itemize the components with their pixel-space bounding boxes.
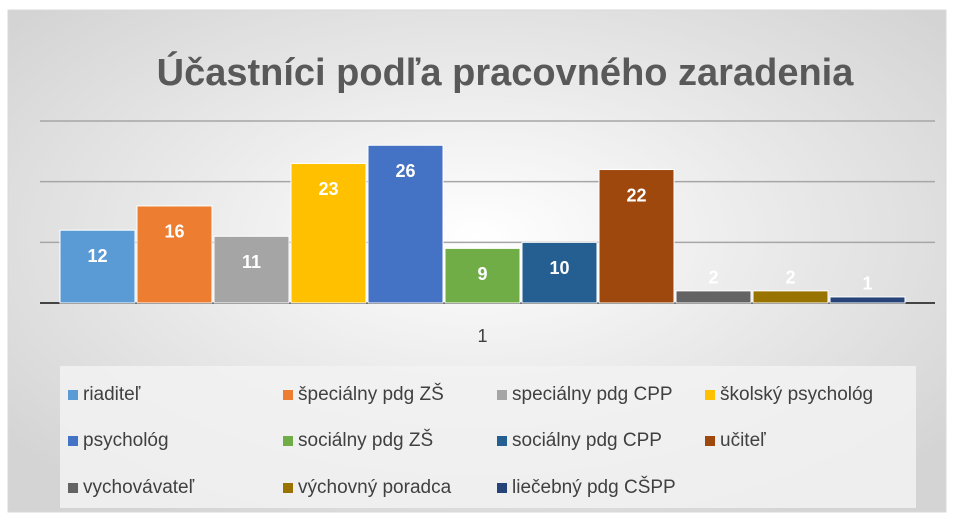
data-label: 16 bbox=[164, 222, 184, 242]
legend-label: liečebný pdg CŠPP bbox=[512, 476, 676, 498]
bar bbox=[829, 296, 906, 304]
legend-label: riaditeľ bbox=[83, 384, 141, 405]
legend-label: špeciálny pdg ZŠ bbox=[298, 383, 444, 405]
legend-label: výchovný poradca bbox=[298, 477, 452, 498]
legend-background bbox=[60, 366, 916, 508]
bar bbox=[521, 241, 598, 304]
legend-swatch bbox=[68, 390, 78, 400]
bar bbox=[367, 144, 444, 304]
legend-swatch bbox=[705, 436, 715, 446]
bar bbox=[752, 290, 829, 304]
data-label: 11 bbox=[242, 252, 261, 272]
data-label: 23 bbox=[318, 179, 338, 199]
legend-label: školský psychológ bbox=[720, 384, 873, 405]
legend-swatch bbox=[497, 483, 507, 493]
bar bbox=[290, 162, 367, 304]
legend-swatch bbox=[497, 390, 507, 400]
legend-label: speciálny pdg CPP bbox=[512, 384, 673, 405]
bar bbox=[598, 169, 675, 304]
legend-label: učiteľ bbox=[720, 430, 766, 451]
data-label: 22 bbox=[626, 185, 646, 205]
legend-swatch bbox=[497, 436, 507, 446]
legend-label: psychológ bbox=[83, 430, 169, 451]
bar bbox=[59, 229, 136, 304]
data-label: 2 bbox=[708, 268, 718, 288]
bar bbox=[675, 290, 752, 304]
data-label: 12 bbox=[87, 246, 107, 266]
data-label: 1 bbox=[862, 274, 872, 294]
data-label: 2 bbox=[785, 268, 795, 288]
legend-swatch bbox=[705, 390, 715, 400]
data-label: 10 bbox=[549, 258, 569, 278]
bar bbox=[444, 247, 521, 304]
bar bbox=[213, 235, 290, 304]
data-label: 26 bbox=[395, 161, 415, 181]
legend-label: vychovávateľ bbox=[83, 477, 195, 498]
legend-label: sociálny pdg ZŠ bbox=[298, 429, 433, 451]
legend-swatch bbox=[283, 483, 293, 493]
chart-title: Účastníci podľa pracovného zaradenia bbox=[157, 50, 855, 94]
legend-swatch bbox=[68, 483, 78, 493]
data-label: 9 bbox=[477, 264, 487, 284]
x-tick-label: 1 bbox=[477, 326, 487, 346]
legend-swatch bbox=[283, 390, 293, 400]
legend-swatch bbox=[68, 436, 78, 446]
bar bbox=[136, 205, 213, 304]
legend-label: sociálny pdg CPP bbox=[512, 430, 662, 451]
legend-swatch bbox=[283, 436, 293, 446]
